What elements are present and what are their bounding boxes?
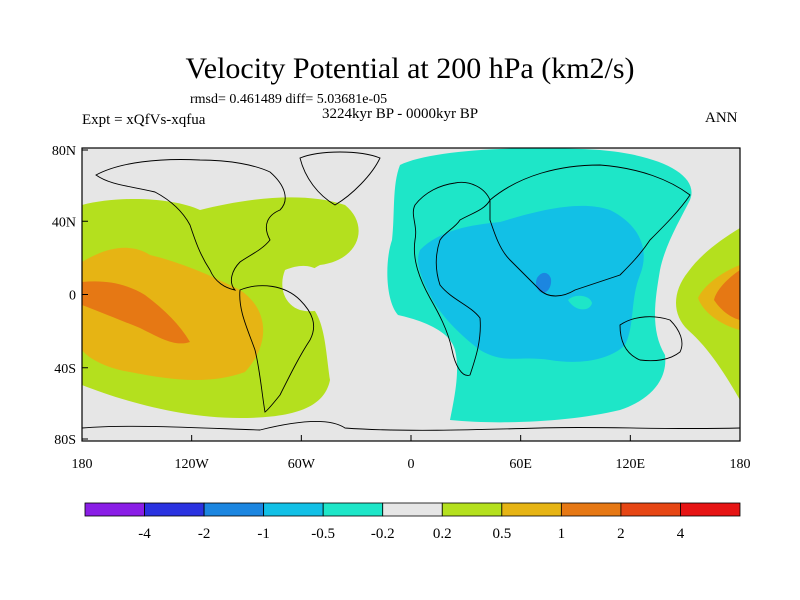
lon-tick-label: 60E (509, 457, 532, 472)
maritime-positive-strong (714, 270, 740, 320)
maritime-positive-weak (676, 228, 740, 400)
arabian-sea-negative-strong (536, 272, 552, 293)
west-pacific-hole (568, 295, 592, 310)
colorbar-segment (441, 502, 503, 517)
colorbar-label: -1 (257, 526, 270, 542)
europe-africa-coast (412, 181, 491, 376)
lon-tick-label: 180 (72, 457, 93, 472)
season-label: ANN (705, 110, 738, 126)
pacific-positive-strong (82, 281, 190, 344)
antarctica-coast (82, 421, 740, 431)
latitude-axis: 80N 40N 0 40S 80S (52, 144, 88, 448)
colorbar-segment (144, 502, 205, 517)
colorbar-segment (203, 502, 265, 517)
colorbar-label: -0.5 (311, 526, 335, 542)
plot-title: Velocity Potential at 200 hPa (km2/s) (185, 52, 635, 85)
australia-coast (619, 316, 683, 362)
colorbar-segment (382, 502, 443, 517)
lat-tick-label: 0 (69, 289, 76, 304)
colorbar-label: 0.2 (433, 526, 452, 542)
colorbar: -4 -2 -1 -0.5 -0.2 0.2 0.5 1 2 4 (84, 502, 741, 542)
lat-tick-label: 80N (52, 144, 76, 159)
longitude-axis: 180 120W 60W 0 60E 120E 180 (72, 435, 751, 472)
lon-tick-label: 60W (288, 457, 316, 472)
colorbar-label: -0.2 (371, 526, 395, 542)
period-label: 3224kyr BP - 0000kyr BP (322, 106, 479, 122)
lat-tick-label: 40N (52, 215, 76, 230)
atlantic-neutral (282, 265, 331, 312)
lon-tick-label: 120W (175, 457, 210, 472)
lat-tick-label: 40S (54, 362, 76, 377)
lat-tick-label: 80S (54, 433, 76, 448)
greenland-coast (299, 151, 381, 206)
colorbar-label: 4 (677, 526, 685, 542)
colorbar-segment (560, 502, 622, 517)
colorbar-label: -2 (198, 526, 211, 542)
lon-tick-label: 0 (408, 457, 415, 472)
colorbar-segment (501, 502, 562, 517)
coastlines (82, 151, 740, 431)
colorbar-segment (84, 502, 145, 517)
eurasia-negative-mid (418, 205, 644, 362)
north-america-coast (95, 159, 286, 291)
south-america-coast (239, 285, 314, 413)
colorbar-label: 2 (617, 526, 625, 542)
lon-tick-label: 120E (616, 457, 646, 472)
experiment-label: Expt = xQfVs-xqfua (82, 112, 206, 128)
pacific-positive-mid (82, 247, 264, 380)
rmsd-diff-label: rmsd= 0.461489 diff= 5.03681e-05 (190, 92, 388, 107)
colorbar-label: 0.5 (492, 526, 511, 542)
colorbar-segment (680, 502, 741, 517)
colorbar-label: -4 (138, 526, 151, 542)
colorbar-segment (322, 502, 384, 517)
contour-fill-layer (82, 148, 740, 441)
lon-tick-label: 180 (730, 457, 751, 472)
colorbar-segment (263, 502, 324, 517)
asia-coast (489, 164, 691, 297)
colorbar-segment (620, 502, 681, 517)
colorbar-label: 1 (558, 526, 566, 542)
